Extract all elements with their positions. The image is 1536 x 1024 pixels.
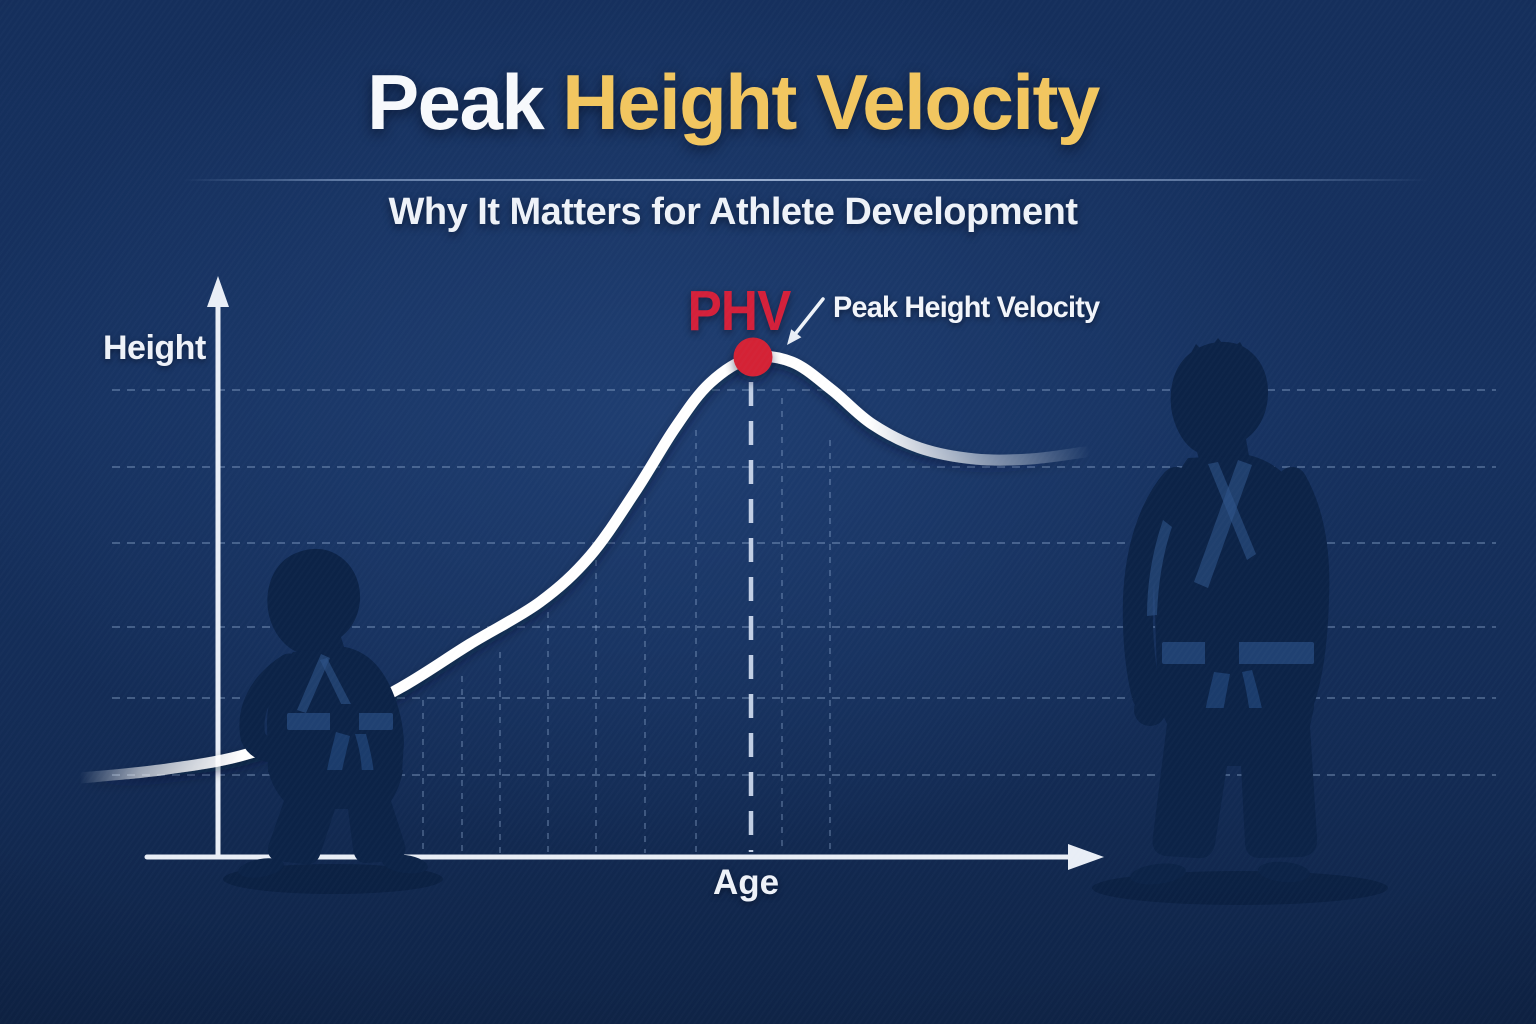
y-axis <box>207 276 229 859</box>
phv-label: PHV <box>687 279 792 343</box>
y-axis-label: Height <box>103 329 206 367</box>
adult-silhouette <box>1122 338 1330 885</box>
title-words-height-velocity: Height Velocity <box>562 58 1100 146</box>
growth-curve-line <box>74 350 1091 784</box>
title-divider <box>183 179 1428 181</box>
subtitle: Why It Matters for Athlete Development <box>388 191 1078 233</box>
x-axis-label: Age <box>712 863 780 902</box>
annotation-arrow <box>787 297 825 345</box>
page-title: Peak Height Velocity <box>367 61 1100 144</box>
phv-annotation: Peak Height Velocity <box>833 291 1100 324</box>
vertical-gridlines <box>422 398 831 853</box>
phv-peak-point <box>733 337 773 377</box>
child-silhouette <box>238 548 428 878</box>
title-word-peak: Peak <box>367 58 545 146</box>
